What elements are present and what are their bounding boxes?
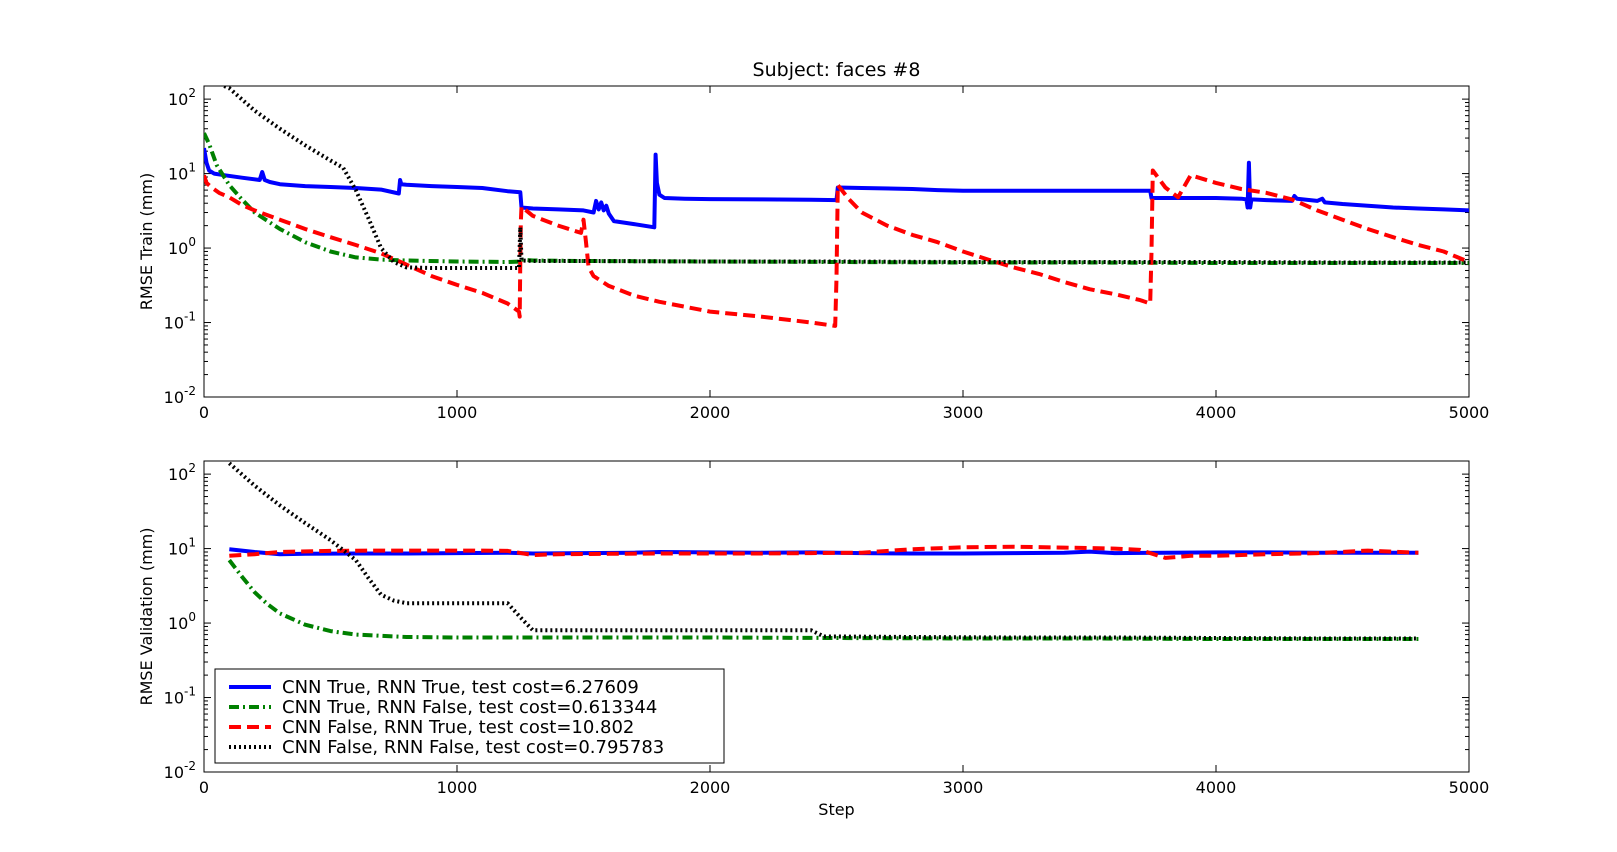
- y-tick-label: 101: [168, 161, 196, 184]
- y-tick-label: 10-1: [164, 310, 196, 333]
- x-axis-label: Step: [818, 800, 854, 819]
- x-tick-label: 2000: [690, 778, 731, 797]
- legend-label-1: CNN True, RNN True, test cost=6.27609: [282, 677, 639, 698]
- y-tick-label: 10-1: [164, 685, 196, 708]
- series-line-1: [204, 147, 1469, 230]
- legend-label-4: CNN False, RNN False, test cost=0.795783: [282, 737, 664, 758]
- series-group: [204, 86, 1469, 328]
- chart-title: Subject: faces #8: [753, 59, 921, 81]
- series-line-3: [229, 544, 1419, 560]
- plot-area: [203, 85, 1470, 398]
- y-tick-label: 10-2: [164, 759, 196, 782]
- legend-label-2: CNN True, RNN False, test cost=0.613344: [282, 697, 657, 718]
- legend-box: [214, 668, 725, 764]
- y-axis-label: RMSE Validation (mm): [137, 527, 156, 705]
- x-tick-label: 2000: [690, 403, 731, 422]
- x-tick-label: 4000: [1196, 403, 1237, 422]
- x-tick-label: 1000: [437, 778, 478, 797]
- series-line-2: [204, 132, 1469, 265]
- x-tick-label: 3000: [943, 778, 984, 797]
- x-tick-label: 1000: [437, 403, 478, 422]
- x-tick-label: 4000: [1196, 778, 1237, 797]
- legend-label-3: CNN False, RNN True, test cost=10.802: [282, 717, 634, 738]
- series-line-4: [227, 461, 1419, 641]
- x-tick-label: 3000: [943, 403, 984, 422]
- series-line-4: [223, 86, 1469, 270]
- y-axis-label: RMSE Train (mm): [137, 173, 156, 310]
- x-tick-label: 0: [199, 778, 209, 797]
- train-panel: 0 1000 2000 3000 4000 5000 10-2 10-1 100 101 102 Su…: [137, 59, 1489, 422]
- series-line-1: [229, 547, 1419, 557]
- validation-panel: 0 1000 2000 3000 4000 5000 10-2 10-1 100 101 102 RM…: [137, 460, 1490, 819]
- y-tick-label: 102: [168, 461, 196, 484]
- legend: CNN True, RNN True, test cost=6.27609CNN…: [214, 668, 725, 764]
- x-tick-label: 5000: [1449, 403, 1490, 422]
- y-tick-label: 100: [168, 610, 196, 633]
- y-tick-label: 100: [168, 235, 196, 258]
- series-group: [227, 461, 1419, 641]
- y-tick-label: 102: [168, 86, 196, 109]
- x-tick-label: 5000: [1449, 778, 1490, 797]
- y-tick-label: 101: [168, 536, 196, 559]
- x-tick-label: 0: [199, 403, 209, 422]
- y-tick-label: 10-2: [164, 384, 196, 407]
